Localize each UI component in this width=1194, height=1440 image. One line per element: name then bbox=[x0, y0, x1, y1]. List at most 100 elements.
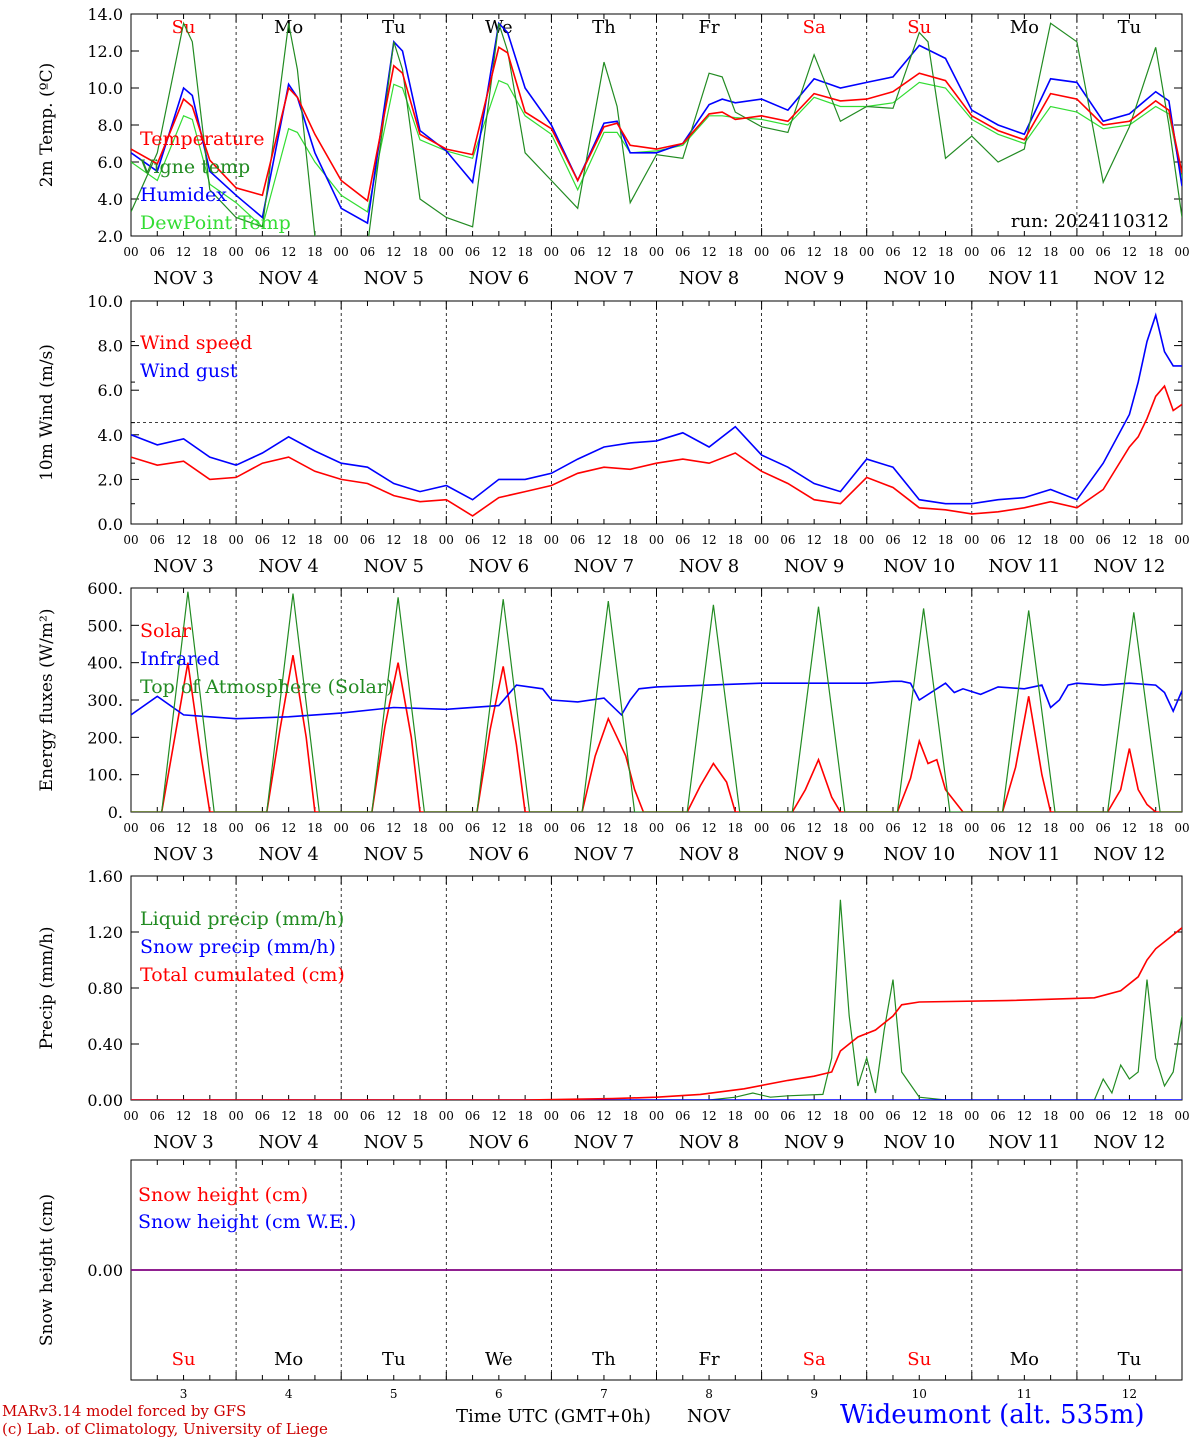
day-number-label: 3 bbox=[180, 1387, 188, 1401]
hour-tick-label: 18 bbox=[202, 245, 217, 259]
hour-tick-label: 18 bbox=[202, 821, 217, 835]
hour-tick-label: 12 bbox=[1122, 821, 1137, 835]
hour-tick-label: 06 bbox=[360, 245, 375, 259]
date-label: NOV 9 bbox=[784, 556, 844, 577]
hour-tick-label: 18 bbox=[412, 533, 427, 547]
hour-tick-label: 06 bbox=[150, 533, 165, 547]
hour-tick-label: 12 bbox=[386, 1109, 401, 1123]
hour-tick-label: 12 bbox=[1122, 533, 1137, 547]
day-number-label: 12 bbox=[1122, 1387, 1137, 1401]
station-name: Wideumont (alt. 535m) bbox=[840, 1400, 1145, 1430]
hour-tick-label: 06 bbox=[990, 821, 1005, 835]
legend-entry: DewPoint Temp bbox=[140, 212, 291, 234]
date-label: NOV 10 bbox=[883, 556, 955, 577]
hour-tick-label: 06 bbox=[255, 533, 270, 547]
day-number-label: 8 bbox=[705, 1387, 713, 1401]
hour-tick-label: 18 bbox=[1148, 245, 1163, 259]
series-line-liquid-precip-mm-h bbox=[131, 899, 1182, 1100]
hour-tick-label: 00 bbox=[1174, 821, 1189, 835]
date-label: NOV 7 bbox=[574, 844, 634, 865]
hour-tick-label: 06 bbox=[990, 245, 1005, 259]
series-line-vigne-temp bbox=[131, 21, 1182, 236]
panel-1: 2.0 4.0 6.0 8.0 10.0 12.0 14.0 2m Temp. (ºC) 00 0… bbox=[37, 5, 1190, 289]
hour-tick-label: 18 bbox=[623, 533, 638, 547]
hour-tick-label: 06 bbox=[885, 821, 900, 835]
hour-tick-label: 12 bbox=[176, 245, 191, 259]
hour-tick-label: 06 bbox=[255, 245, 270, 259]
date-label: NOV 7 bbox=[574, 268, 634, 289]
day-number-label: 5 bbox=[390, 1387, 398, 1401]
y-tick-label: 300. bbox=[87, 691, 123, 710]
hour-tick-label: 00 bbox=[649, 1109, 664, 1123]
y-tick-label: 4.0 bbox=[98, 426, 123, 445]
y-tick-label: 8.0 bbox=[98, 337, 123, 356]
date-label: NOV 4 bbox=[258, 556, 318, 577]
series-line-top-of-atmosphere-solar bbox=[131, 591, 1182, 812]
series-line-total-cumulated-cm bbox=[131, 927, 1182, 1100]
date-label: NOV 4 bbox=[258, 844, 318, 865]
hour-tick-label: 06 bbox=[255, 1109, 270, 1123]
hour-tick-label: 12 bbox=[807, 821, 822, 835]
model-credit-line2: (c) Lab. of Climatology, University of L… bbox=[2, 1420, 328, 1438]
date-label: NOV 11 bbox=[988, 844, 1060, 865]
hour-tick-label: 18 bbox=[938, 1109, 953, 1123]
hour-tick-label: 18 bbox=[202, 1109, 217, 1123]
hour-tick-label: 18 bbox=[1043, 1109, 1058, 1123]
series-line-infrared bbox=[131, 680, 1182, 720]
y-tick-label: 0.0 bbox=[98, 515, 123, 534]
run-annotation: run: 2024110312 bbox=[1011, 211, 1169, 232]
day-name-label: We bbox=[485, 1349, 513, 1370]
legend-entry: Liquid precip (mm/h) bbox=[140, 908, 344, 930]
hour-tick-label: 12 bbox=[1017, 533, 1032, 547]
hour-tick-label: 18 bbox=[728, 821, 743, 835]
date-label: NOV 12 bbox=[1094, 556, 1166, 577]
y-tick-label: 0.00 bbox=[87, 1091, 123, 1110]
date-label: NOV 8 bbox=[679, 556, 739, 577]
day-name-label: Th bbox=[592, 17, 616, 38]
y-tick-label: 0.80 bbox=[87, 979, 123, 998]
day-name-label: Su bbox=[172, 1349, 196, 1370]
y-tick-label: 1.20 bbox=[87, 923, 123, 942]
y-axis-label: 2m Temp. (ºC) bbox=[37, 63, 57, 188]
date-label: NOV 3 bbox=[153, 1132, 213, 1153]
hour-tick-label: 12 bbox=[807, 1109, 822, 1123]
date-label: NOV 8 bbox=[679, 268, 739, 289]
hour-tick-label: 06 bbox=[675, 1109, 690, 1123]
hour-tick-label: 06 bbox=[360, 533, 375, 547]
hour-tick-label: 00 bbox=[123, 1109, 138, 1123]
hour-tick-label: 12 bbox=[701, 245, 716, 259]
hour-tick-label: 06 bbox=[150, 1109, 165, 1123]
hour-tick-label: 12 bbox=[176, 1109, 191, 1123]
panel-4: 0.00 0.40 0.80 1.20 1.60 Precip (mm/h) 00 06 12 1… bbox=[37, 867, 1190, 1153]
day-name-label: Tu bbox=[1118, 1349, 1142, 1370]
y-tick-label: 12.0 bbox=[87, 42, 123, 61]
date-label: NOV 6 bbox=[469, 268, 529, 289]
hour-tick-label: 00 bbox=[1069, 821, 1084, 835]
y-tick-label: 0.00 bbox=[87, 1261, 123, 1280]
hour-tick-label: 06 bbox=[675, 245, 690, 259]
hour-tick-label: 12 bbox=[281, 245, 296, 259]
hour-tick-label: 00 bbox=[964, 533, 979, 547]
y-tick-label: 6.0 bbox=[98, 153, 123, 172]
hour-tick-label: 06 bbox=[885, 245, 900, 259]
legend-entry: Vigne temp bbox=[139, 156, 250, 178]
hour-tick-label: 12 bbox=[281, 1109, 296, 1123]
date-label: NOV 11 bbox=[988, 556, 1060, 577]
legend-entry: Wind gust bbox=[140, 360, 238, 382]
hour-tick-label: 12 bbox=[176, 533, 191, 547]
hour-tick-label: 06 bbox=[885, 1109, 900, 1123]
hour-tick-label: 12 bbox=[491, 821, 506, 835]
date-label: NOV 8 bbox=[679, 1132, 739, 1153]
legend-entry: Total cumulated (cm) bbox=[140, 964, 345, 986]
hour-tick-label: 00 bbox=[544, 245, 559, 259]
hour-tick-label: 18 bbox=[728, 245, 743, 259]
hour-tick-label: 12 bbox=[912, 245, 927, 259]
hour-tick-label: 18 bbox=[1148, 821, 1163, 835]
hour-tick-label: 12 bbox=[491, 1109, 506, 1123]
hour-tick-label: 18 bbox=[833, 245, 848, 259]
day-number-label: 9 bbox=[810, 1387, 818, 1401]
x-axis-month: NOV bbox=[687, 1406, 731, 1427]
hour-tick-label: 18 bbox=[1043, 533, 1058, 547]
date-label: NOV 12 bbox=[1094, 844, 1166, 865]
y-axis-label: 10m Wind (m/s) bbox=[37, 344, 57, 481]
